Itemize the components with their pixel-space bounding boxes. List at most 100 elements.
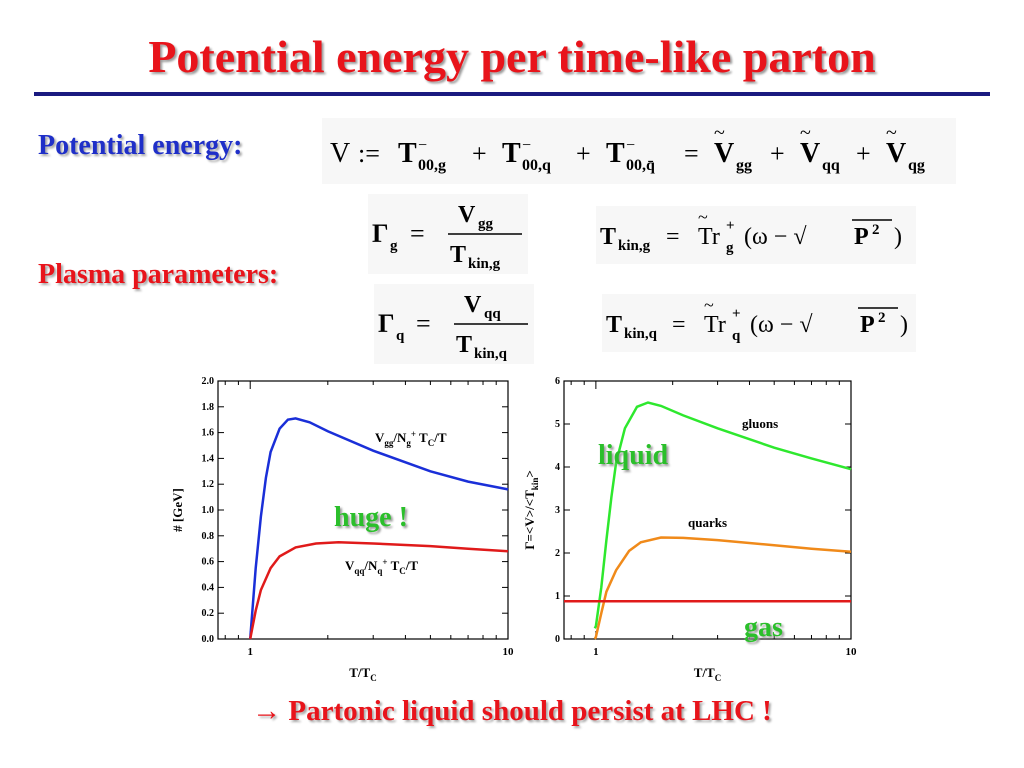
svg-text:P: P (854, 224, 869, 250)
svg-text:V: V (886, 138, 906, 169)
svg-text:Γ: Γ (372, 219, 389, 248)
tkin-g-equation: T kin,g = ~ Tr + g (ω − √ P 2 ) (596, 206, 916, 264)
y-tick-label: 0.8 (202, 531, 215, 542)
y-tick-label: 0 (555, 634, 560, 645)
svg-text:(ω − √: (ω − √ (744, 224, 807, 250)
svg-text:2: 2 (872, 222, 880, 238)
svg-text:P: P (860, 312, 875, 338)
svg-text:=: = (672, 312, 686, 338)
potential-energy-equation: V := T − 00,g + T − 00,q + T − 00,q̄ = ~… (322, 118, 956, 184)
svg-text:+: + (576, 139, 591, 168)
svg-text:T: T (600, 224, 616, 250)
svg-text:Tr: Tr (704, 312, 726, 338)
svg-text:=: = (416, 309, 431, 338)
conclusion-line: → Partonic liquid should persist at LHC … (0, 695, 1024, 728)
svg-text:gg: gg (478, 216, 494, 232)
svg-text:T: T (606, 138, 625, 169)
svg-text:T: T (450, 242, 466, 268)
series-line-1 (593, 536, 852, 640)
svg-text:q: q (396, 328, 405, 344)
svg-text:qq: qq (484, 306, 501, 322)
y-axis-label: Γ=<V>/<Tkin> (522, 470, 540, 550)
y-tick-label: 1 (555, 591, 560, 602)
left-annot-vgg: Vgg/Ng+ TC/T (375, 429, 447, 448)
gluons-label: gluons (742, 416, 778, 431)
svg-text:+: + (732, 306, 741, 322)
svg-text:kin,q: kin,q (624, 326, 658, 342)
title-underline (34, 92, 990, 96)
svg-text:~: ~ (714, 122, 725, 144)
series-line-1 (248, 541, 509, 640)
svg-text:gg: gg (736, 157, 752, 174)
svg-text:~: ~ (886, 122, 897, 144)
svg-text:g: g (390, 238, 398, 254)
y-axis-label: # [GeV] (170, 488, 185, 532)
gamma-g-formula: Γ g = V gg T kin,g (372, 202, 522, 272)
svg-text:V: V (464, 292, 482, 318)
svg-text:T: T (502, 138, 521, 169)
svg-text::=: := (358, 139, 380, 168)
svg-text:+: + (726, 218, 735, 234)
svg-text:qg: qg (908, 157, 925, 174)
plasma-parameters-label: Plasma parameters: (38, 259, 279, 290)
x-axis-label: T/TC (694, 665, 721, 683)
gamma-g-equation: Γ g = V gg T kin,g (368, 194, 528, 274)
svg-text:~: ~ (698, 207, 708, 227)
svg-text:+: + (856, 139, 871, 168)
y-tick-label: 0.2 (202, 608, 215, 619)
svg-text:): ) (900, 312, 908, 338)
svg-text:T: T (606, 312, 622, 338)
svg-text:−: − (418, 137, 427, 154)
svg-text:~: ~ (800, 122, 811, 144)
gas-annotation: gas (744, 612, 783, 643)
svg-text:kin,g: kin,g (618, 238, 651, 254)
y-tick-label: 2 (555, 548, 560, 559)
svg-text:=: = (684, 139, 699, 168)
svg-text:q: q (732, 328, 741, 344)
svg-text:V: V (458, 202, 476, 228)
svg-text:g: g (726, 240, 734, 256)
y-tick-label: 1.8 (202, 402, 215, 413)
svg-text:qq: qq (822, 157, 840, 174)
potential-energy-formula: V := T − 00,g + T − 00,q + T − 00,q̄ = ~… (330, 122, 925, 174)
svg-text:00,g: 00,g (418, 157, 446, 174)
left-plot: Vgg/Ng+ TC/T Vqq/Nq+ TC/T 0.0 0.2 0.4 0.6 0.… (160, 366, 530, 696)
svg-text:V: V (330, 138, 350, 169)
tkin-q-formula: T kin,q = ~ Tr + q (ω − √ P 2 ) (606, 295, 908, 344)
quarks-label: quarks (688, 515, 727, 530)
tkin-g-formula: T kin,g = ~ Tr + g (ω − √ P 2 ) (600, 207, 902, 256)
y-tick-label: 1.4 (202, 453, 215, 464)
potential-energy-label: Potential energy: (38, 130, 243, 161)
y-tick-label: 0.4 (202, 582, 215, 593)
svg-text:2: 2 (878, 310, 886, 326)
svg-text:−: − (626, 137, 635, 154)
conclusion-text: Partonic liquid should persist at LHC ! (288, 695, 772, 727)
y-tick-label: 5 (555, 419, 560, 430)
svg-text:T: T (398, 138, 417, 169)
y-tick-label: 2.0 (202, 376, 215, 387)
svg-text:(ω − √: (ω − √ (750, 312, 813, 338)
svg-text:Tr: Tr (698, 224, 720, 250)
svg-text:00,q: 00,q (522, 157, 551, 174)
y-tick-label: 6 (555, 376, 560, 387)
gamma-q-equation: Γ q = V qq T kin,q (374, 284, 534, 364)
svg-text:): ) (894, 224, 902, 250)
svg-text:+: + (472, 139, 487, 168)
huge-annotation: huge ! (334, 502, 408, 533)
svg-text:kin,g: kin,g (468, 256, 501, 272)
y-tick-label: 3 (555, 505, 560, 516)
y-tick-label: 0.0 (202, 634, 215, 645)
x-tick-label: 10 (846, 646, 858, 658)
svg-text:−: − (522, 137, 531, 154)
svg-text:00,q̄: 00,q̄ (626, 157, 655, 174)
x-tick-label: 1 (593, 646, 599, 658)
svg-text:~: ~ (704, 295, 714, 315)
arrow-icon: → (252, 695, 282, 727)
potential-energy-chart: Vgg/Ng+ TC/T Vqq/Nq+ TC/T 0.0 0.2 0.4 0.6 0.… (170, 376, 514, 683)
plasma-parameter-chart: 0 1 2 3 4 5 6 1 10 T/TC Γ=<V>/<Tkin> gluons quarks (522, 376, 858, 683)
svg-text:Γ: Γ (378, 309, 395, 338)
svg-text:+: + (770, 139, 785, 168)
svg-text:=: = (666, 224, 680, 250)
svg-text:kin,q: kin,q (474, 346, 508, 362)
svg-text:T: T (456, 332, 472, 358)
